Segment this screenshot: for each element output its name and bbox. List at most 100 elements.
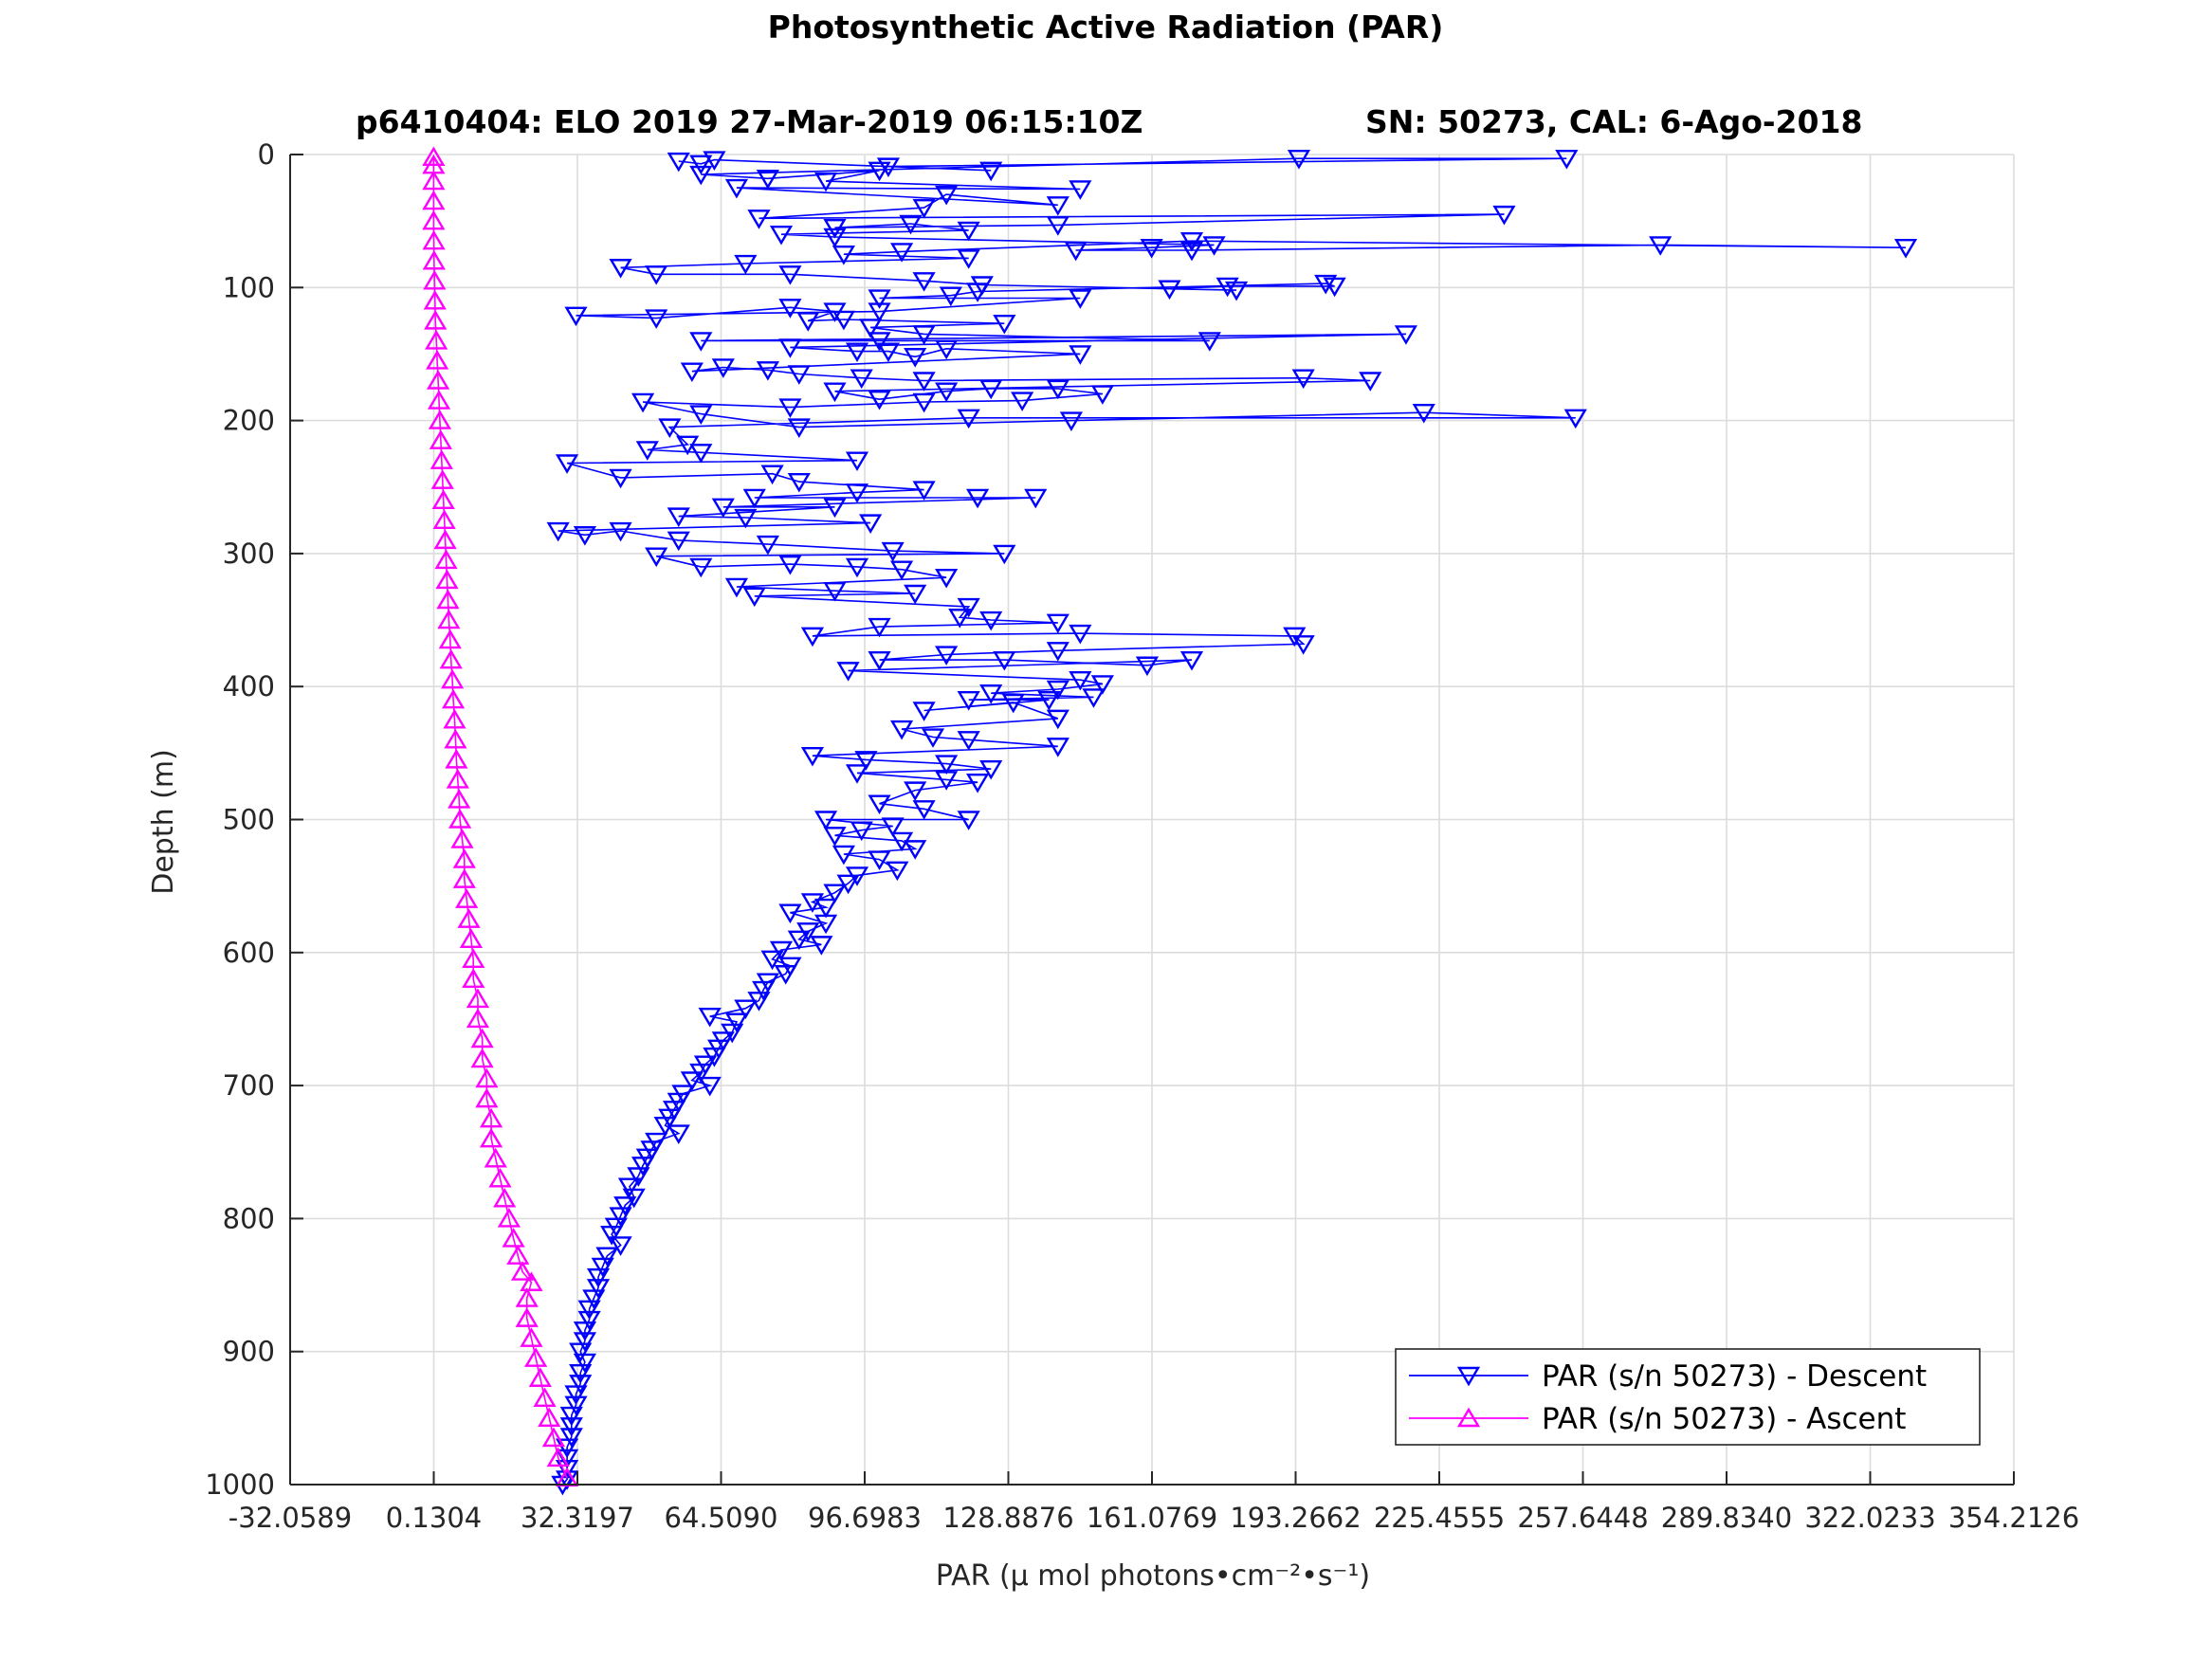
y-tick-label: 200 — [223, 405, 275, 437]
ascent-point — [422, 249, 446, 270]
ascent-point — [431, 489, 455, 509]
descent-point — [734, 508, 758, 529]
descent-point — [1046, 680, 1069, 701]
descent-point — [912, 272, 936, 292]
descent-point — [823, 498, 847, 519]
descent-point — [769, 940, 794, 961]
descent-point — [832, 246, 855, 265]
descent-point — [1090, 675, 1114, 695]
descent-point — [904, 781, 927, 802]
ascent-point — [437, 609, 461, 629]
ascent-line — [432, 156, 568, 1479]
chart-subtitle-right: SN: 50273, CAL: 6-Ago-2018 — [1365, 103, 1862, 140]
descent-point — [689, 405, 713, 425]
x-tick-label: 128.8876 — [942, 1502, 1073, 1534]
descent-point — [760, 950, 784, 971]
ascent-point — [533, 1387, 557, 1408]
descent-point — [832, 310, 855, 331]
descent-point — [1555, 150, 1579, 170]
descent-point — [573, 1353, 597, 1374]
descent-point — [868, 161, 891, 182]
descent-point — [564, 306, 588, 327]
descent-point — [667, 531, 690, 552]
x-tick-label: 289.8340 — [1661, 1502, 1792, 1534]
descent-point — [778, 555, 802, 575]
ascent-point — [422, 170, 446, 191]
descent-point — [1046, 738, 1069, 757]
descent-point — [756, 535, 779, 556]
descent-point — [1069, 624, 1092, 645]
descent-point — [569, 1375, 593, 1395]
descent-point — [1037, 691, 1061, 711]
descent-point — [546, 521, 570, 542]
descent-point — [1011, 392, 1034, 411]
descent-point — [845, 451, 869, 472]
descent-point — [711, 358, 735, 378]
descent-point — [957, 597, 980, 618]
descent-series — [546, 150, 1918, 1496]
descent-point — [769, 225, 794, 246]
descent-point — [1197, 332, 1221, 352]
descent-point — [889, 560, 914, 581]
ascent-point — [429, 429, 452, 449]
descent-point — [845, 342, 869, 363]
descent-point — [1224, 281, 1249, 301]
descent-point — [1046, 216, 1069, 236]
descent-point — [1064, 241, 1088, 262]
x-tick-label: 193.2662 — [1230, 1502, 1361, 1534]
tick-labels: -32.0589 0.1304 32.3197 64.5090 96.6983 128.8… — [205, 138, 2079, 1534]
descent-point — [1893, 239, 1918, 259]
descent-point — [689, 155, 713, 175]
descent-point — [899, 214, 923, 235]
descent-point — [979, 684, 1003, 704]
ascent-point — [528, 1367, 552, 1387]
y-tick-label: 1000 — [205, 1468, 275, 1501]
ascent-point — [425, 330, 448, 350]
descent-point — [1287, 150, 1311, 170]
ascent-point — [462, 948, 485, 969]
descent-point — [573, 1322, 597, 1341]
descent-point — [845, 764, 869, 784]
descent-point — [1046, 613, 1069, 634]
descent-point — [935, 185, 959, 206]
ascent-point — [466, 988, 490, 1009]
ascent-point — [423, 289, 447, 310]
descent-point — [591, 1257, 614, 1278]
descent-point — [957, 731, 980, 751]
descent-point — [1158, 280, 1181, 301]
descent-point — [868, 302, 891, 322]
descent-point — [747, 210, 771, 229]
ascent-point — [510, 1261, 535, 1281]
descent-point — [609, 1207, 632, 1227]
y-axis-label: Depth (m) — [147, 749, 180, 895]
descent-point — [752, 980, 776, 1001]
x-tick-label: 354.2126 — [1948, 1502, 2079, 1534]
ascent-point — [426, 350, 449, 370]
descent-point — [845, 557, 869, 578]
ascent-point — [430, 469, 454, 489]
descent-point — [586, 1267, 611, 1288]
ascent-point — [515, 1307, 539, 1327]
descent-point — [845, 483, 869, 503]
descent-point — [586, 1279, 611, 1299]
descent-point — [904, 348, 927, 368]
descent-point — [939, 286, 962, 307]
ascent-point — [434, 549, 458, 570]
descent-point — [1082, 688, 1106, 708]
x-tick-label: 32.3197 — [521, 1502, 634, 1534]
descent-point — [680, 362, 704, 383]
descent-point — [559, 1417, 583, 1437]
descent-point — [1059, 411, 1084, 431]
chart-title: Photosynthetic Active Radiation (PAR) — [768, 9, 1444, 46]
descent-point — [814, 914, 838, 935]
descent-point — [613, 1196, 637, 1216]
descent-point — [965, 774, 990, 793]
legend-descent-label: PAR (s/n 50273) - Descent — [1542, 1359, 1927, 1394]
ascent-point — [452, 868, 476, 888]
descent-point — [1359, 372, 1382, 392]
ascent-point — [524, 1347, 548, 1367]
ascent-point — [475, 1087, 499, 1108]
descent-point — [609, 468, 632, 489]
x-tick-label: -32.0589 — [229, 1502, 352, 1534]
y-tick-label: 400 — [223, 670, 275, 702]
